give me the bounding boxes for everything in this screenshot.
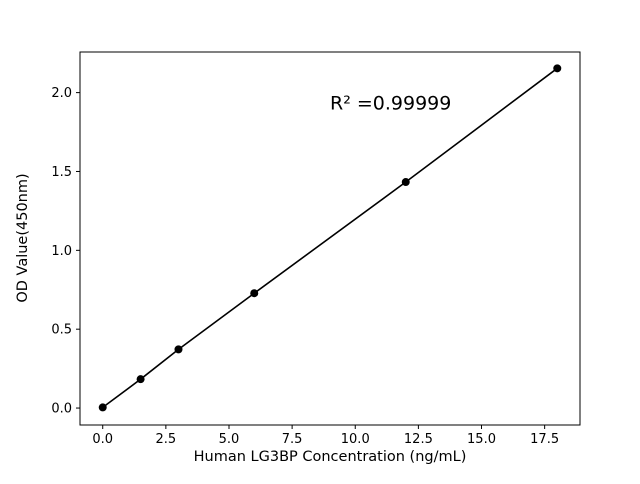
- series-layer: [98, 64, 562, 412]
- x-tick-label: 2.5: [156, 432, 177, 447]
- x-tick-label: 5.0: [219, 432, 240, 447]
- data-point: [401, 178, 410, 187]
- x-tick-label: 0.0: [92, 432, 113, 447]
- x-tick-label: 7.5: [282, 432, 303, 447]
- y-tick-label: 1.5: [51, 165, 72, 180]
- data-point: [98, 403, 107, 412]
- r-squared-annotation: R² =0.99999: [330, 93, 451, 115]
- data-point: [250, 289, 259, 298]
- series-line: [102, 67, 558, 409]
- data-point: [136, 375, 145, 384]
- y-tick-label: 1.0: [51, 244, 72, 259]
- y-tick-label: 2.0: [51, 86, 72, 101]
- x-tick-label: 12.5: [404, 432, 433, 447]
- y-axis-label: OD Value(450nm): [15, 173, 31, 302]
- x-tick-label: 10.0: [341, 432, 370, 447]
- data-point: [174, 345, 183, 354]
- y-tick-label: 0.5: [51, 323, 72, 338]
- ticks-layer: 0.0 2.5 5.0 7.5 10.0 12.5 15.0 17.5 0.0 0.5 1.0 1.5…: [51, 86, 559, 447]
- x-axis-label: Human LG3BP Concentration (ng/mL): [194, 449, 467, 465]
- x-tick-label: 15.0: [467, 432, 496, 447]
- data-point: [553, 64, 562, 73]
- x-tick-label: 17.5: [530, 432, 559, 447]
- y-tick-label: 0.0: [51, 402, 72, 417]
